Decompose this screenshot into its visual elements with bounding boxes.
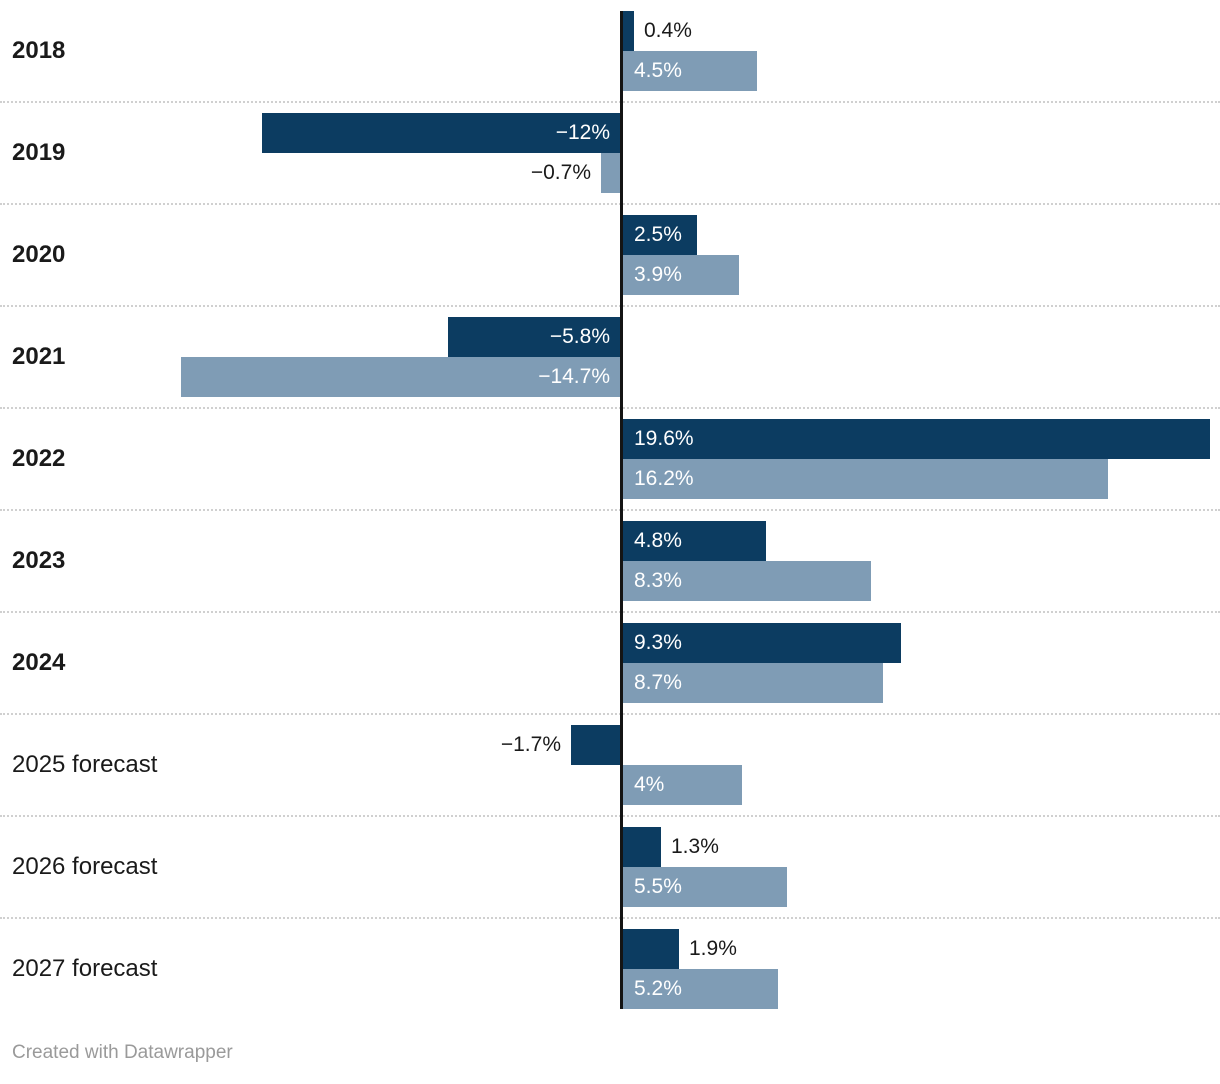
value-label-light-blue: 8.7% <box>634 671 682 694</box>
category-label: 2025 forecast <box>12 751 158 778</box>
value-label-dark-blue: −12% <box>555 121 610 144</box>
bar-dark-blue[interactable] <box>622 929 679 969</box>
datawrapper-credit-link[interactable]: Created with Datawrapper <box>12 1042 233 1063</box>
plot-area: 2018 0.4% 4.5% 2019 −12% −0.7% 2020 2.5% 3.9% 202… <box>0 11 1220 1009</box>
value-label-light-blue: −14.7% <box>538 365 610 388</box>
bar-light-blue[interactable] <box>622 561 871 601</box>
bar-light-blue[interactable] <box>622 51 757 91</box>
value-label-light-blue: 4.5% <box>634 59 682 82</box>
bar-dark-blue[interactable] <box>262 113 622 153</box>
value-label-light-blue: −0.7% <box>530 161 591 184</box>
value-label-dark-blue: 1.9% <box>689 937 737 960</box>
value-label-dark-blue: 9.3% <box>634 631 682 654</box>
bar-light-blue[interactable] <box>622 969 778 1009</box>
value-label-dark-blue: 1.3% <box>671 835 719 858</box>
bar-dark-blue[interactable] <box>571 725 622 765</box>
row-separator-line <box>0 305 1220 307</box>
bar-light-blue[interactable] <box>622 765 742 805</box>
value-label-light-blue: 3.9% <box>634 263 682 286</box>
bar-dark-blue[interactable] <box>622 215 697 255</box>
bar-light-blue[interactable] <box>601 153 622 193</box>
row-separator-line <box>0 509 1220 511</box>
category-label: 2026 forecast <box>12 853 158 880</box>
value-label-light-blue: 4% <box>634 773 665 796</box>
value-label-dark-blue: 19.6% <box>634 427 694 450</box>
category-label: 2027 forecast <box>12 955 158 982</box>
row-separator-line <box>0 917 1220 919</box>
category-label: 2020 <box>12 241 66 268</box>
row-separator-line <box>0 203 1220 205</box>
row-separator-line <box>0 407 1220 409</box>
row-separator-line <box>0 815 1220 817</box>
bar-dark-blue[interactable] <box>622 11 634 51</box>
value-label-dark-blue: −1.7% <box>500 733 561 756</box>
value-label-light-blue: 5.2% <box>634 977 682 1000</box>
bar-light-blue[interactable] <box>622 255 739 295</box>
value-label-dark-blue: −5.8% <box>549 325 610 348</box>
bar-light-blue[interactable] <box>622 867 787 907</box>
category-label: 2024 <box>12 649 66 676</box>
value-label-light-blue: 16.2% <box>634 467 694 490</box>
category-label: 2023 <box>12 547 66 574</box>
category-label: 2019 <box>12 139 66 166</box>
bar-dark-blue[interactable] <box>622 623 901 663</box>
category-label: 2018 <box>12 37 66 64</box>
category-label: 2021 <box>12 343 66 370</box>
bar-dark-blue[interactable] <box>622 521 766 561</box>
bar-light-blue[interactable] <box>622 663 883 703</box>
value-label-dark-blue: 0.4% <box>644 19 692 42</box>
value-label-light-blue: 8.3% <box>634 569 682 592</box>
category-label: 2022 <box>12 445 66 472</box>
value-label-light-blue: 5.5% <box>634 875 682 898</box>
bar-dark-blue[interactable] <box>622 827 661 867</box>
value-label-dark-blue: 4.8% <box>634 529 682 552</box>
row-separator-line <box>0 611 1220 613</box>
value-label-dark-blue: 2.5% <box>634 223 682 246</box>
bar-light-blue[interactable] <box>181 357 622 397</box>
bar-dark-blue[interactable] <box>622 419 1210 459</box>
zero-axis-line <box>620 11 623 1009</box>
row-separator-line <box>0 713 1220 715</box>
bar-light-blue[interactable] <box>622 459 1108 499</box>
bar-dark-blue[interactable] <box>448 317 622 357</box>
row-separator-line <box>0 101 1220 103</box>
